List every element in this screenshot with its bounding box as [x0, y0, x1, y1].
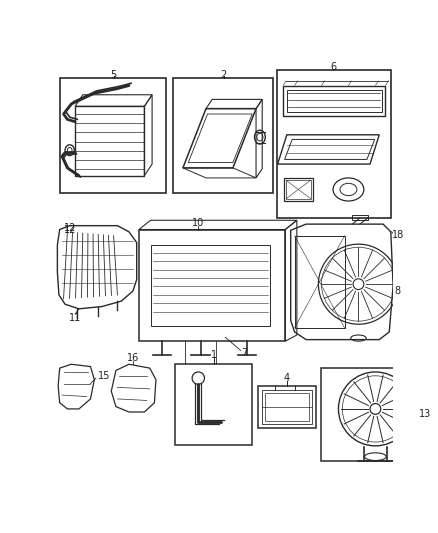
Text: 10: 10 — [192, 219, 205, 228]
Bar — [139, 230, 285, 341]
Bar — [352, 215, 367, 220]
Text: 18: 18 — [392, 230, 404, 240]
Text: 11: 11 — [69, 313, 81, 323]
Bar — [321, 368, 420, 461]
Text: 16: 16 — [127, 353, 139, 363]
Bar — [175, 364, 252, 445]
Text: 12: 12 — [64, 224, 76, 235]
Ellipse shape — [353, 279, 364, 289]
Bar — [262, 390, 312, 424]
Text: 13: 13 — [419, 409, 431, 419]
Bar — [173, 78, 273, 193]
Bar — [151, 245, 270, 326]
Bar — [294, 236, 345, 328]
Text: 4: 4 — [284, 373, 290, 383]
Bar — [284, 178, 313, 201]
Text: 5: 5 — [110, 70, 117, 80]
Bar — [258, 386, 316, 428]
Bar — [60, 78, 166, 193]
Text: 2: 2 — [221, 70, 227, 80]
Text: 15: 15 — [98, 371, 110, 381]
Text: 7: 7 — [241, 348, 247, 358]
Bar — [277, 70, 391, 218]
Text: 1: 1 — [211, 350, 217, 360]
Ellipse shape — [370, 403, 381, 414]
Text: 12: 12 — [64, 223, 76, 233]
Text: 6: 6 — [330, 62, 336, 72]
Text: 8: 8 — [395, 286, 401, 296]
Bar — [286, 180, 311, 199]
Bar — [265, 393, 309, 421]
